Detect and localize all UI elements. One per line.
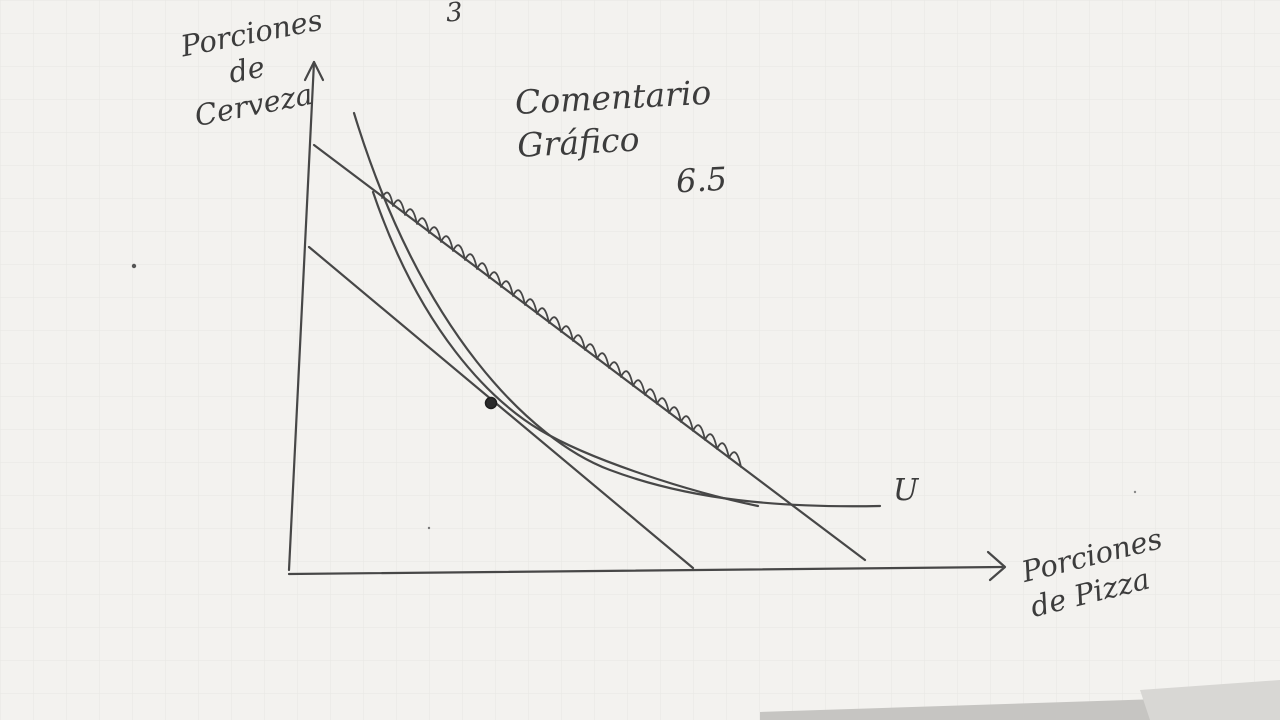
- indifference-curve-secondary: [371, 190, 760, 508]
- page-number: 3: [444, 0, 464, 29]
- y-axis-arrowhead: [303, 60, 325, 82]
- x-axis: [287, 565, 1004, 576]
- indifference-curve-label: U: [893, 473, 919, 508]
- stray-mark: [131, 263, 137, 269]
- budget-line-original: [307, 245, 695, 570]
- optimum-point-dot: [484, 396, 498, 410]
- grade-score: 6.5: [675, 159, 728, 201]
- wavy-shading: [381, 191, 742, 468]
- stray-mark: [427, 526, 431, 530]
- x-axis-arrowhead: [986, 550, 1007, 582]
- stray-mark: [1133, 490, 1137, 494]
- y-axis-label: Porciones de Cerveza: [178, 3, 325, 134]
- indifference-curve-u: [352, 111, 882, 508]
- y-axis: [287, 60, 316, 572]
- page-fold: [1140, 680, 1280, 720]
- comment-heading: Comentario Gráfico: [514, 72, 715, 168]
